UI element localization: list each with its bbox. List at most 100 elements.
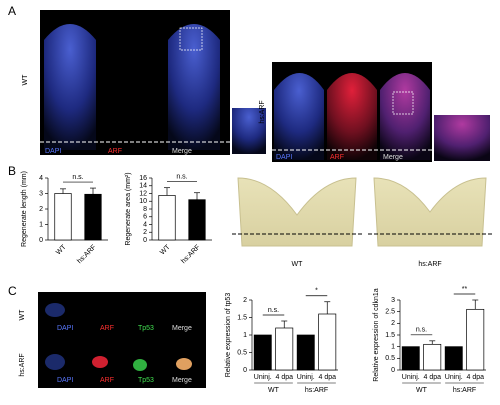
x-tick-label: Uninj. bbox=[254, 374, 272, 381]
fin-tip bbox=[274, 73, 324, 160]
y-tick-label: 4 bbox=[143, 221, 147, 228]
y-axis-label: Relative expression of cdkn1a bbox=[373, 288, 380, 381]
channel-label: ARF bbox=[100, 325, 114, 332]
bar bbox=[423, 343, 442, 371]
inset bbox=[232, 108, 266, 154]
y-tick-label: 16 bbox=[139, 175, 147, 182]
group-label: WT bbox=[416, 387, 428, 394]
nucleus bbox=[45, 303, 65, 317]
nucleus bbox=[45, 354, 65, 370]
y-tick-label: 4 bbox=[39, 175, 43, 182]
fin-tip bbox=[380, 73, 430, 160]
y-tick-label: 2 bbox=[143, 229, 147, 236]
bar bbox=[401, 346, 420, 371]
y-tick-label: 0 bbox=[243, 367, 247, 374]
y-tick-label: 0 bbox=[391, 367, 395, 374]
x-tick-label: hs:ARF bbox=[76, 244, 97, 265]
panel-label: A bbox=[8, 4, 16, 18]
nucleus bbox=[133, 359, 147, 371]
channel-label: DAPI bbox=[45, 148, 61, 155]
fin bbox=[373, 177, 487, 247]
fin-tip bbox=[327, 73, 377, 160]
y-axis-label: Regenerate area (mm²) bbox=[125, 172, 132, 245]
y-tick-label: 0.5 bbox=[237, 349, 247, 356]
y-tick-label: 2 bbox=[243, 297, 247, 304]
row-label: WT bbox=[22, 74, 29, 86]
annotation: n.s. bbox=[72, 174, 83, 181]
fin bbox=[237, 177, 357, 247]
channel-label: Tp53 bbox=[138, 325, 154, 332]
y-tick-label: 10 bbox=[139, 198, 147, 205]
bar bbox=[188, 199, 206, 241]
y-tick-label: 0 bbox=[39, 237, 43, 244]
x-tick-label: WT bbox=[159, 243, 172, 256]
group-label: hs:ARF bbox=[305, 387, 328, 394]
photo-label: WT bbox=[292, 261, 304, 268]
zoom-box bbox=[392, 91, 414, 115]
x-tick-label: hs:ARF bbox=[180, 244, 201, 265]
x-tick-label: Uninj. bbox=[445, 374, 463, 381]
channel-label: DAPI bbox=[276, 154, 292, 161]
row-label: WT bbox=[19, 309, 26, 321]
y-axis-label: Regenerate length (mm) bbox=[21, 171, 28, 247]
channel-label: Merge bbox=[383, 154, 403, 161]
nucleus bbox=[92, 356, 108, 368]
annotation: n.s. bbox=[416, 327, 427, 334]
bar bbox=[84, 193, 102, 241]
channel-label: ARF bbox=[100, 377, 114, 384]
y-tick-label: 2.5 bbox=[385, 309, 395, 316]
annotation: * bbox=[315, 288, 318, 295]
inset bbox=[434, 115, 490, 161]
panel-label: C bbox=[8, 284, 17, 298]
x-tick-label: 4 dpa bbox=[318, 374, 336, 381]
y-tick-label: 0.5 bbox=[385, 355, 395, 362]
y-tick-label: 2 bbox=[39, 206, 43, 213]
bar bbox=[253, 334, 272, 371]
channel-label: ARF bbox=[108, 148, 122, 155]
x-tick-label: 4 dpa bbox=[275, 374, 293, 381]
channel-label: Merge bbox=[172, 148, 192, 155]
bar bbox=[275, 327, 294, 371]
bar bbox=[318, 313, 337, 371]
y-tick-label: 14 bbox=[139, 183, 147, 190]
x-tick-label: WT bbox=[55, 243, 68, 256]
x-tick-label: Uninj. bbox=[402, 374, 420, 381]
panel-label: B bbox=[8, 164, 16, 178]
y-tick-label: 8 bbox=[143, 206, 147, 213]
y-tick-label: 1 bbox=[243, 332, 247, 339]
bar bbox=[296, 334, 315, 371]
y-tick-label: 6 bbox=[143, 214, 147, 221]
channel-label: DAPI bbox=[57, 325, 73, 332]
bar bbox=[444, 346, 463, 371]
channel-label: DAPI bbox=[57, 377, 73, 384]
bar bbox=[158, 195, 176, 241]
channel-label: Merge bbox=[172, 325, 192, 332]
group-label: WT bbox=[268, 387, 280, 394]
x-tick-label: 4 dpa bbox=[466, 374, 484, 381]
channel-label: Merge bbox=[172, 377, 192, 384]
y-tick-label: 2 bbox=[391, 320, 395, 327]
bar bbox=[466, 308, 485, 371]
zoom-box bbox=[179, 27, 203, 51]
row-label: hs:ARF bbox=[259, 100, 266, 123]
group-label: hs:ARF bbox=[453, 387, 476, 394]
annotation: n.s. bbox=[176, 174, 187, 181]
fin-tip bbox=[168, 24, 220, 150]
y-tick-label: 3 bbox=[391, 297, 395, 304]
channel-label: Tp53 bbox=[138, 377, 154, 384]
fin-tip bbox=[44, 24, 96, 150]
annotation: n.s. bbox=[268, 307, 279, 314]
y-tick-label: 0 bbox=[143, 237, 147, 244]
micrograph bbox=[38, 292, 206, 388]
y-tick-label: 12 bbox=[139, 190, 147, 197]
y-tick-label: 1.5 bbox=[385, 332, 395, 339]
y-tick-label: 1 bbox=[39, 221, 43, 228]
row-label: hs:ARF bbox=[19, 353, 26, 376]
y-tick-label: 1.5 bbox=[237, 314, 247, 321]
bar bbox=[54, 193, 72, 241]
y-tick-label: 1 bbox=[391, 344, 395, 351]
x-tick-label: Uninj. bbox=[297, 374, 315, 381]
x-tick-label: 4 dpa bbox=[423, 374, 441, 381]
channel-label: ARF bbox=[330, 154, 344, 161]
